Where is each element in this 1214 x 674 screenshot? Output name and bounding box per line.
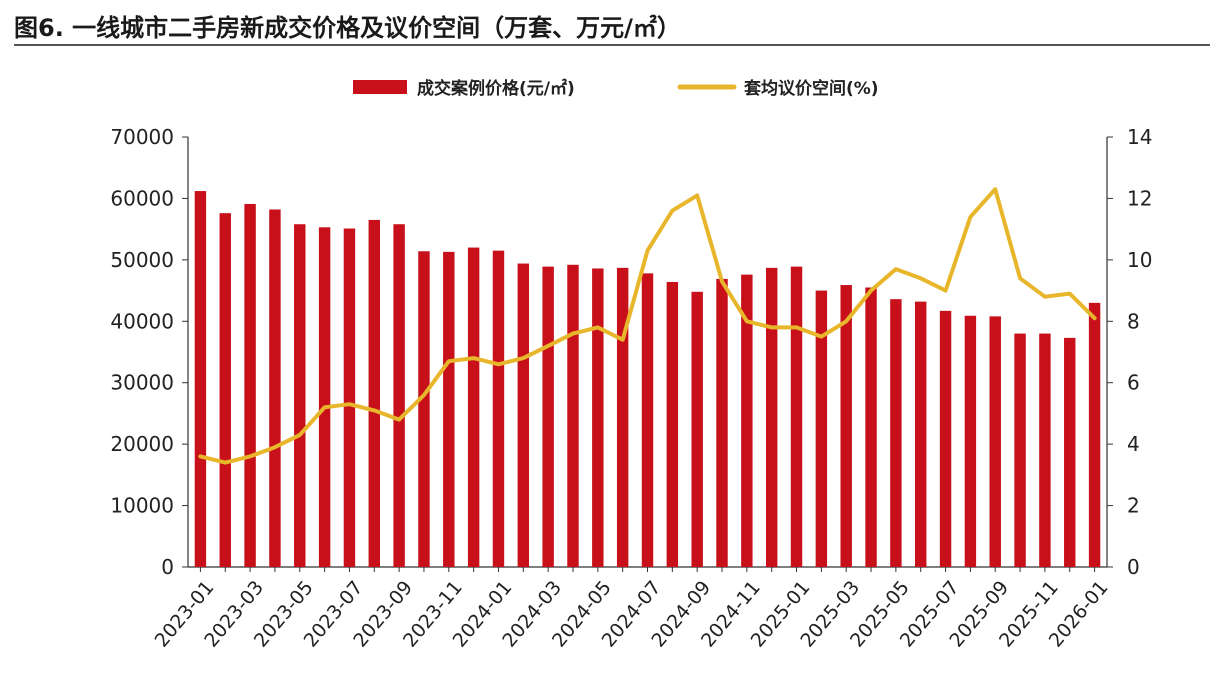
- price-bar: [890, 299, 902, 567]
- right-y-tick-label: 8: [1127, 309, 1140, 333]
- price-bar: [592, 268, 604, 567]
- price-bar: [368, 219, 380, 567]
- left-y-tick-label: 0: [161, 555, 174, 579]
- price-bar: [269, 209, 281, 567]
- price-bar: [790, 266, 803, 567]
- price-bar: [641, 273, 654, 567]
- price-bar: [219, 213, 231, 567]
- price-bar: [343, 228, 356, 567]
- price-bar: [865, 287, 877, 567]
- legend-line-label: 套均议价空间(%): [743, 78, 879, 99]
- price-bar: [492, 250, 505, 567]
- right-y-tick-label: 4: [1127, 432, 1140, 456]
- price-bar: [765, 267, 778, 567]
- price-bar: [964, 315, 977, 567]
- price-bar: [244, 203, 256, 567]
- price-bar: [1014, 333, 1026, 567]
- price-bar: [616, 267, 629, 567]
- price-bar: [939, 310, 952, 567]
- price-bar: [467, 247, 480, 568]
- price-bar: [1039, 333, 1051, 567]
- price-bar: [418, 251, 430, 567]
- left-y-tick-label: 70000: [110, 125, 174, 149]
- price-bar: [840, 285, 852, 567]
- left-y-tick-label: 10000: [110, 494, 174, 518]
- price-bar: [989, 316, 1001, 567]
- right-y-tick-label: 6: [1127, 371, 1140, 395]
- price-bar: [443, 251, 455, 567]
- legend-bar-swatch: [353, 80, 407, 94]
- right-y-tick-label: 10: [1127, 248, 1152, 272]
- price-bar: [716, 278, 728, 567]
- left-y-tick-label: 60000: [110, 186, 174, 210]
- price-bar: [815, 290, 828, 567]
- price-bar: [294, 224, 306, 567]
- left-y-tick-label: 50000: [110, 248, 174, 272]
- price-bar: [741, 274, 753, 567]
- title-divider: [14, 44, 1210, 46]
- price-bar: [194, 191, 207, 568]
- price-bar: [1088, 302, 1101, 567]
- figure-title: 图6. 一线城市二手房新成交价格及议价空间（万套、万元/㎡）: [14, 14, 681, 42]
- left-y-tick-label: 40000: [110, 309, 174, 333]
- left-y-tick-label: 20000: [110, 432, 174, 456]
- price-bar: [567, 264, 579, 567]
- right-y-tick-label: 0: [1127, 555, 1140, 579]
- price-bar: [666, 281, 679, 567]
- price-bar: [1064, 337, 1076, 567]
- price-bar: [318, 227, 331, 568]
- right-y-tick-label: 14: [1127, 125, 1152, 149]
- price-bar: [542, 266, 554, 567]
- right-y-tick-label: 12: [1127, 186, 1152, 210]
- price-bar: [517, 263, 530, 567]
- price-bar: [393, 224, 405, 567]
- left-y-tick-label: 30000: [110, 371, 174, 395]
- legend-bar-label: 成交案例价格(元/㎡): [417, 78, 575, 99]
- price-bar: [691, 291, 703, 567]
- right-y-tick-label: 2: [1127, 494, 1140, 518]
- bargain-space-line: [198, 187, 1097, 465]
- price-bar: [915, 301, 927, 567]
